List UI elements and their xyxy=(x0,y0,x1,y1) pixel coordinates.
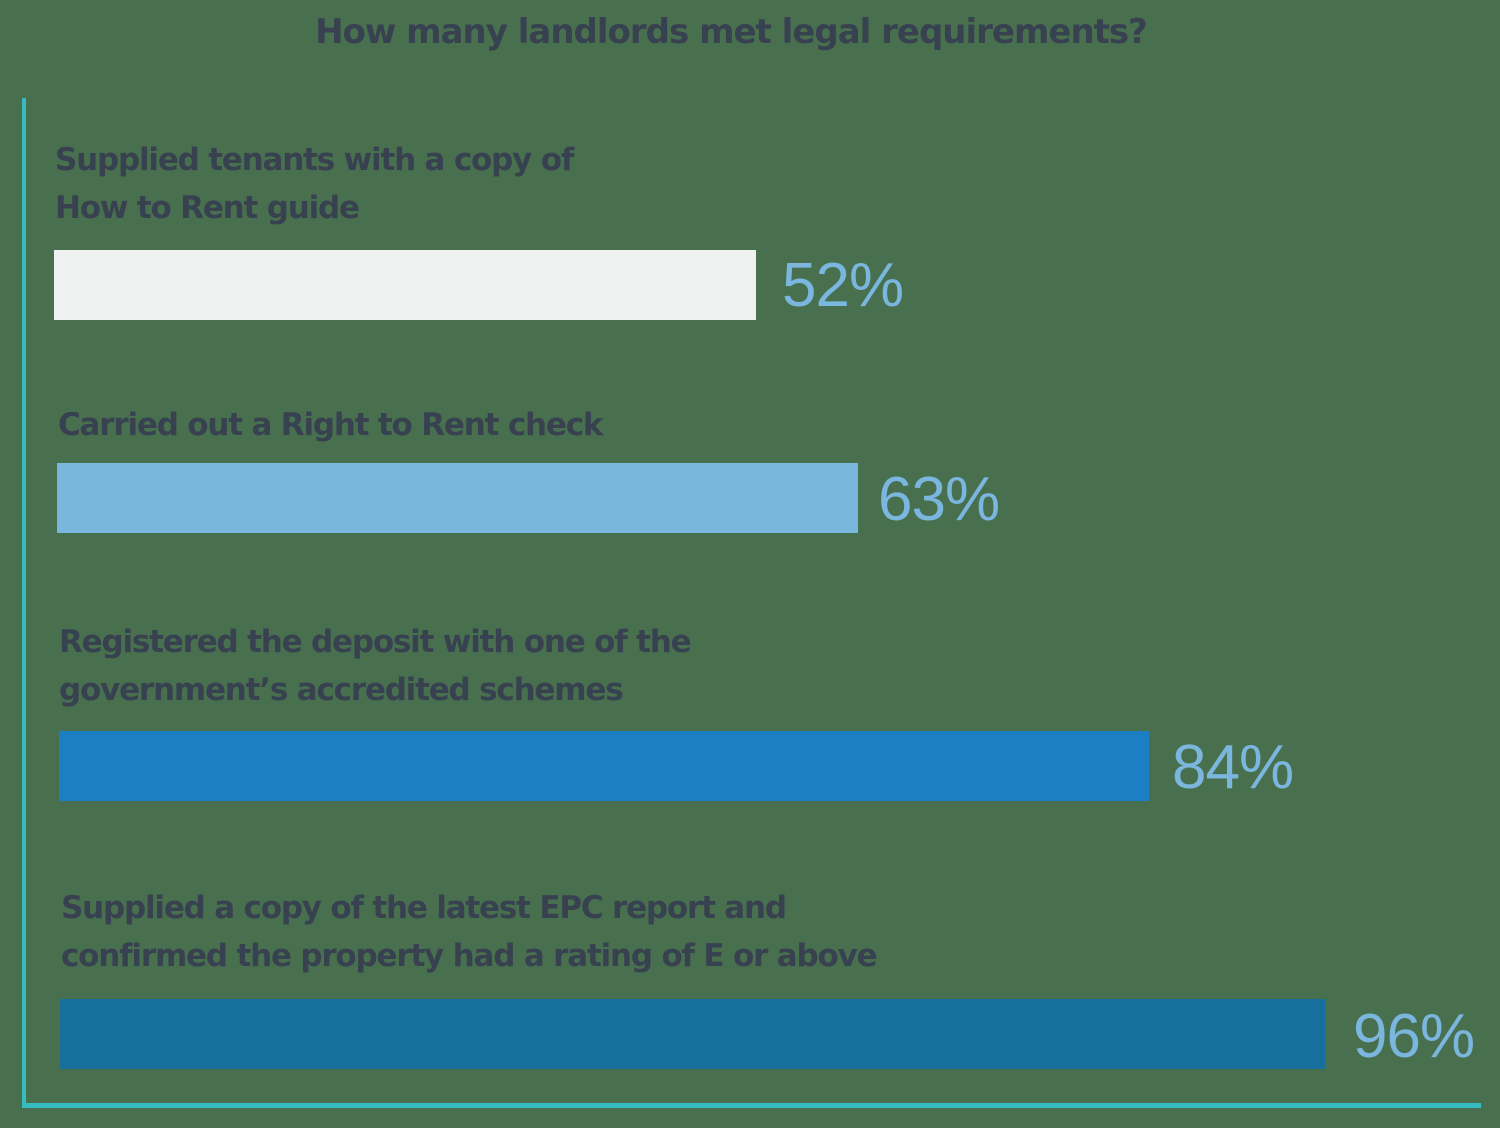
value-label: 96% xyxy=(1353,1002,1475,1071)
value-label: 52% xyxy=(782,251,904,320)
bar-epc-report xyxy=(60,999,1325,1069)
value-label: 63% xyxy=(878,465,1000,534)
category-label: Carried out a Right to Rent check xyxy=(58,407,603,443)
bar-right-to-rent xyxy=(57,463,858,533)
value-label: 84% xyxy=(1172,733,1294,802)
y-axis-line xyxy=(22,98,26,1108)
chart-title: How many landlords met legal requirement… xyxy=(315,12,1148,52)
category-label: Supplied tenants with a copy of How to R… xyxy=(55,142,574,226)
bar-deposit-registered xyxy=(59,731,1149,801)
category-label: Registered the deposit with one of the g… xyxy=(59,624,692,708)
x-axis-line xyxy=(22,1103,1481,1108)
category-label: Supplied a copy of the latest EPC report… xyxy=(61,890,878,974)
bar-how-to-rent xyxy=(54,250,756,320)
